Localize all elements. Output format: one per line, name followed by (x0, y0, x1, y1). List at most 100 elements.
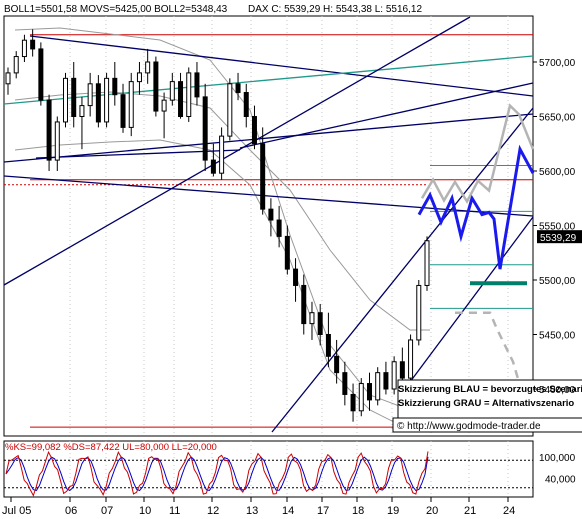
candle-body (202, 96, 208, 161)
stochastic-d-line (5, 456, 429, 492)
x-tick-label: 20 (426, 505, 438, 517)
candle-body (276, 219, 282, 237)
candle-body (63, 77, 69, 123)
candle-body (186, 72, 192, 117)
stochastic-k-line (5, 450, 429, 497)
x-tick-label: 06 (65, 505, 77, 517)
candle-body (54, 121, 60, 161)
header-quote: DAX C: 5539,29 H: 5543,38 L: 5516,12 (248, 4, 422, 15)
trendline (3, 113, 534, 163)
candle-body (128, 81, 134, 128)
candle-body (227, 83, 233, 137)
candle-body (169, 81, 175, 101)
candle-body (161, 99, 167, 112)
trendline (3, 16, 471, 286)
scenario-gray-dashed (455, 311, 523, 390)
candle-body (416, 284, 422, 341)
url-box (392, 417, 582, 433)
y-tick-label: 5400,00 (539, 385, 576, 396)
y-axis: 5700,00 5650,00 5600,00 5550,00 5500,00 5450,… (533, 58, 582, 396)
bollinger-band (14, 91, 430, 331)
y-tick-label: 5550,00 (539, 222, 576, 233)
header-indicators: BOLL1=5501,58 MOVS=5425,00 BOLL2=5348,43 (4, 4, 228, 15)
candle-body (46, 99, 52, 161)
candle-body (268, 208, 274, 221)
osc-tick-label: 40,000 (545, 475, 576, 486)
candle-body (38, 48, 44, 101)
candle-body (210, 159, 216, 174)
candle-body (5, 72, 11, 85)
annotation-box (397, 379, 582, 419)
candle-body (136, 72, 142, 83)
x-tick-label: 18 (352, 505, 364, 517)
y-tick-label: 5650,00 (539, 113, 576, 124)
candle-body (79, 105, 85, 117)
candle-body (325, 334, 331, 357)
candle-body (383, 372, 389, 390)
y-tick-label: 5700,00 (539, 58, 576, 69)
candle-body (112, 77, 118, 96)
candle-body (21, 39, 27, 58)
candle-body (87, 83, 93, 107)
scenario-blue-path (417, 144, 535, 270)
bollinger-band (14, 27, 431, 421)
candle-body (301, 284, 307, 325)
y-tick-label: 5600,00 (539, 167, 576, 178)
candle-body (235, 83, 241, 94)
candle-body (358, 383, 364, 412)
annotation-gray: Skizzierung GRAU = Alternativszenario (398, 398, 574, 409)
candle-body (95, 83, 101, 123)
candle-body (424, 240, 430, 286)
bollinger-band (14, 139, 431, 433)
candle-body (375, 372, 381, 401)
oscillator-frame (3, 440, 534, 498)
candle-body (391, 361, 397, 390)
candle-body (317, 312, 323, 336)
candle-body (145, 61, 151, 74)
candle-body (309, 312, 315, 325)
annotation-blue: Skizzierung BLAU = bevorzugtes Szenario (398, 384, 582, 395)
x-tick-label: 17 (317, 505, 329, 517)
x-tick-label: Jul 05 (2, 505, 31, 517)
oscillator-title: %KS=99,082 %DS=87,422 UL=80,000 LL=20,00… (5, 442, 217, 453)
candle-body (366, 383, 372, 401)
candle-body (120, 94, 126, 128)
candle-body (71, 77, 77, 117)
candle-body (350, 393, 356, 412)
x-tick-label: 19 (387, 505, 399, 517)
candle-body (260, 143, 266, 210)
trendline (239, 82, 534, 149)
candle-body (293, 268, 299, 286)
stochastic-panel: 100,000 40,000 (3, 440, 576, 498)
x-tick-label: 24 (503, 505, 515, 517)
candle-body (284, 235, 290, 270)
candle-body (153, 61, 159, 112)
source-url: © http://www.godmode-trader.de (397, 421, 541, 432)
x-tick-label: 10 (139, 505, 151, 517)
candle-body (251, 116, 257, 145)
trendline (29, 35, 534, 97)
last-price-label: 5539,29 (540, 233, 577, 244)
osc-tick-label: 100,000 (539, 453, 576, 464)
trendline (409, 216, 534, 383)
candle-body (178, 81, 184, 118)
x-axis: Jul 05 06 07 10 11 12 13 14 17 18 19 20 21 24 (2, 497, 515, 517)
x-tick-label: 13 (246, 505, 258, 517)
y-tick-label: 5500,00 (539, 276, 576, 287)
x-tick-label: 12 (207, 505, 219, 517)
last-price-box (537, 230, 582, 244)
candle-body (30, 39, 36, 50)
scenario-gray-path (420, 103, 535, 205)
trendline (271, 107, 534, 433)
x-tick-label: 21 (464, 505, 476, 517)
x-tick-label: 11 (169, 505, 180, 517)
candle-body (399, 361, 405, 379)
candle-body (243, 92, 249, 117)
candle-body (408, 339, 414, 379)
x-tick-label: 07 (101, 505, 113, 517)
candle-body (104, 77, 110, 123)
candle-body (334, 355, 340, 374)
candle-body (13, 56, 19, 74)
